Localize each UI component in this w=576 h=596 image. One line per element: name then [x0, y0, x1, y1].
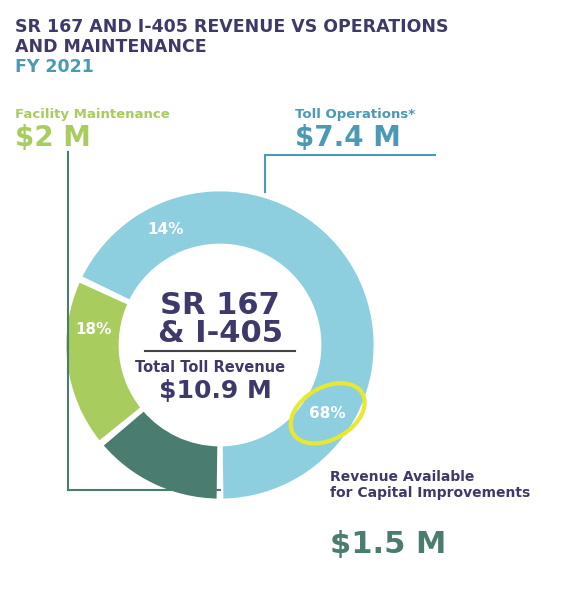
Text: FY 2021: FY 2021 — [15, 58, 94, 76]
Text: 18%: 18% — [75, 321, 112, 337]
Wedge shape — [81, 190, 375, 500]
Text: & I-405: & I-405 — [157, 318, 282, 347]
Text: 68%: 68% — [309, 406, 346, 421]
Text: 14%: 14% — [147, 222, 184, 237]
Text: Facility Maintenance: Facility Maintenance — [15, 108, 170, 121]
Text: SR 167 AND I-405 REVENUE VS OPERATIONS: SR 167 AND I-405 REVENUE VS OPERATIONS — [15, 18, 449, 36]
Text: SR 167: SR 167 — [160, 290, 280, 319]
Text: AND MAINTENANCE: AND MAINTENANCE — [15, 38, 207, 56]
Wedge shape — [65, 281, 142, 442]
Text: Revenue Available: Revenue Available — [330, 470, 475, 484]
Text: $10.9 M: $10.9 M — [158, 379, 271, 403]
Text: $7.4 M: $7.4 M — [295, 124, 401, 152]
Text: $2 M: $2 M — [15, 124, 91, 152]
Wedge shape — [102, 409, 219, 500]
Text: Toll Operations*: Toll Operations* — [295, 108, 415, 121]
Text: $1.5 M: $1.5 M — [330, 530, 446, 559]
Text: Total Toll Revenue: Total Toll Revenue — [135, 359, 285, 374]
Text: for Capital Improvements: for Capital Improvements — [330, 486, 530, 500]
